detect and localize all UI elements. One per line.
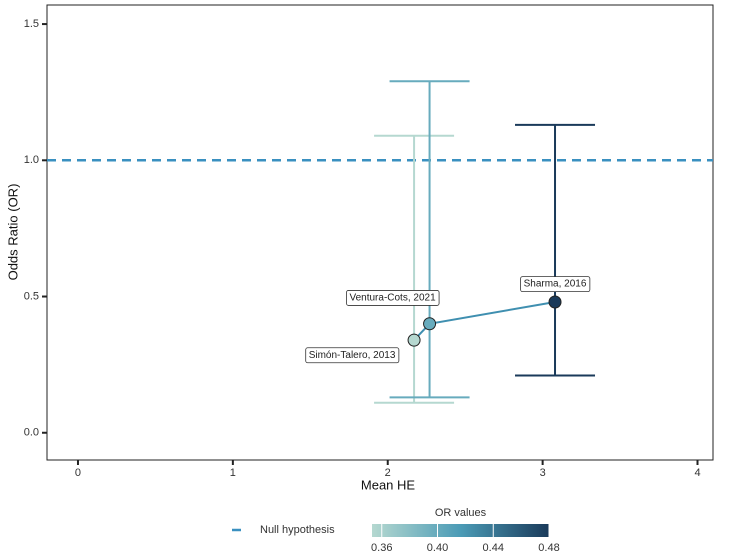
x-tick-label: 0 (75, 467, 81, 479)
annotation-box (520, 276, 591, 293)
colorbar-tick-label: 0.40 (427, 542, 448, 554)
colorbar-tick-label: 0.48 (538, 542, 559, 554)
colorbar-tick-label: 0.44 (483, 542, 504, 554)
annotation-box (346, 290, 440, 306)
y-tick-label: 0.0 (24, 427, 39, 439)
point (548, 295, 562, 309)
annotation: Simón-Talero, 2013 (305, 347, 400, 364)
annotation-label: Sharma, 2016 (524, 279, 587, 290)
colorbar-title: OR values (435, 507, 487, 519)
y-tick-label: 1.0 (24, 154, 39, 166)
annotation: Ventura-Cots, 2021 (346, 290, 440, 306)
point (407, 333, 421, 347)
y-tick-label: 1.5 (24, 18, 39, 30)
annotation: Sharma, 2016 (520, 276, 591, 293)
plot-frame (46, 4, 714, 461)
x-tick-label: 1 (230, 467, 236, 479)
annotation-label: Ventura-Cots, 2021 (349, 292, 436, 303)
x-tick-label: 2 (385, 467, 391, 479)
x-tick-label: 3 (540, 467, 546, 479)
annotation-label: Simón-Talero, 2013 (309, 350, 396, 361)
point (423, 317, 437, 331)
y-tick-label: 0.5 (24, 290, 39, 302)
y-axis-title: Odds Ratio (OR) (5, 184, 20, 281)
x-axis-title: Mean HE (361, 477, 416, 492)
x-tick-label: 4 (694, 467, 700, 479)
annotation-box (305, 347, 400, 364)
colorbar (372, 524, 549, 537)
legend-null-label: Null hypothesis (260, 524, 335, 536)
colorbar-tick-label: 0.36 (371, 542, 392, 554)
